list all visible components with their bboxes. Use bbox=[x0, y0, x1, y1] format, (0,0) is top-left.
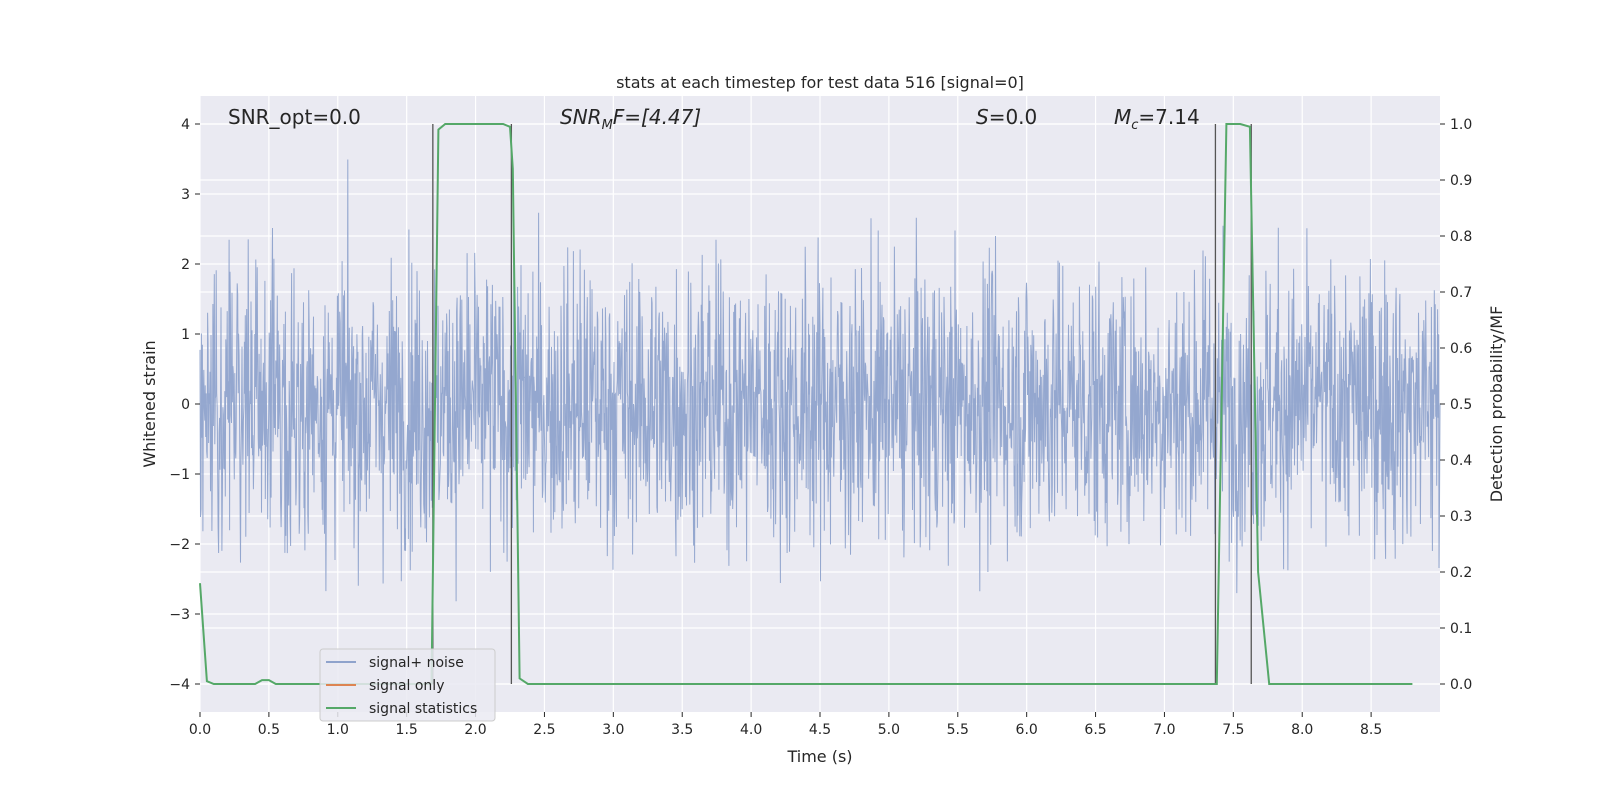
y-tick-label-2: 2 bbox=[181, 257, 190, 273]
x-tick-label-17: 8.5 bbox=[1360, 722, 1382, 738]
annotation-s-rest: =0.0 bbox=[989, 105, 1038, 129]
y-right-tick-label-8: 0.2 bbox=[1450, 565, 1472, 581]
legend-label-signal-statistics: signal statistics bbox=[369, 701, 477, 717]
annotation-snr-mf-main: SNR bbox=[560, 105, 602, 129]
y-right-tick-label-2: 0.8 bbox=[1450, 229, 1472, 245]
y-tick-label-1: 3 bbox=[181, 187, 190, 203]
annotation-mc: Mc=7.14 bbox=[1114, 105, 1200, 133]
y-right-tick-label-6: 0.4 bbox=[1450, 453, 1472, 469]
x-tick-label-5: 2.5 bbox=[533, 722, 555, 738]
y-right-tick-label-9: 0.1 bbox=[1450, 621, 1472, 637]
x-tick-label-10: 5.0 bbox=[878, 722, 900, 738]
y-axis-ticks: 4 3 2 1 0 −1 −2 −3 −4 bbox=[169, 117, 200, 693]
y-tick-label-5: −1 bbox=[169, 467, 190, 483]
x-tick-label-9: 4.5 bbox=[809, 722, 831, 738]
series-signal-noise bbox=[199, 159, 1441, 602]
x-axis-ticks: 0.0 0.5 1.0 1.5 2.0 2.5 3.0 3.5 4.0 4.5 5.0 5.5 6.0 6… bbox=[189, 712, 1382, 738]
x-tick-label-16: 8.0 bbox=[1291, 722, 1313, 738]
x-tick-label-2: 1.0 bbox=[327, 722, 349, 738]
y-right-tick-label-10: 0.0 bbox=[1450, 677, 1472, 693]
y-right-tick-label-0: 1.0 bbox=[1450, 117, 1472, 133]
y-right-tick-label-3: 0.7 bbox=[1450, 285, 1472, 301]
y-right-tick-label-5: 0.5 bbox=[1450, 397, 1472, 413]
x-tick-label-8: 4.0 bbox=[740, 722, 762, 738]
x-tick-label-1: 0.5 bbox=[258, 722, 280, 738]
legend-box bbox=[319, 648, 496, 722]
series-signal-noise-line bbox=[199, 159, 1441, 602]
y-tick-label-3: 1 bbox=[181, 327, 190, 343]
chart-title: stats at each timestep for test data 516… bbox=[616, 73, 1024, 92]
annotation-s: S=0.0 bbox=[976, 105, 1037, 129]
x-tick-label-6: 3.0 bbox=[602, 722, 624, 738]
y-axis-label: Whitened strain bbox=[140, 340, 159, 467]
y-tick-label-6: −2 bbox=[169, 537, 190, 553]
annotation-mc-main: M bbox=[1114, 105, 1131, 129]
y-right-tick-label-7: 0.3 bbox=[1450, 509, 1472, 525]
x-tick-label-11: 5.5 bbox=[947, 722, 969, 738]
y-right-tick-label-4: 0.6 bbox=[1450, 341, 1472, 357]
x-tick-label-3: 1.5 bbox=[396, 722, 418, 738]
legend-label-signal-noise: signal+ noise bbox=[369, 655, 464, 671]
x-tick-label-13: 6.5 bbox=[1084, 722, 1106, 738]
annotation-s-main: S bbox=[976, 105, 989, 129]
legend-label-signal-only: signal only bbox=[369, 678, 444, 694]
annotation-snr-mf-rest: F=[4.47] bbox=[613, 105, 701, 129]
y-tick-label-8: −4 bbox=[169, 677, 190, 693]
x-tick-label-7: 3.5 bbox=[671, 722, 693, 738]
annotation-snr-opt: SNR_opt=0.0 bbox=[228, 105, 361, 129]
x-tick-label-12: 6.0 bbox=[1016, 722, 1038, 738]
x-tick-label-0: 0.0 bbox=[189, 722, 211, 738]
x-axis-label: Time (s) bbox=[786, 747, 852, 766]
annotation-mc-rest: =7.14 bbox=[1138, 105, 1199, 129]
series-signal-statistics-line bbox=[199, 123, 1413, 685]
annotation-mc-sub: c bbox=[1131, 118, 1138, 133]
y-right-tick-label-1: 0.9 bbox=[1450, 173, 1472, 189]
series-signal-statistics bbox=[199, 123, 1413, 685]
x-tick-label-14: 7.0 bbox=[1153, 722, 1175, 738]
y-axis-right-label: Detection probability/MF bbox=[1487, 306, 1506, 503]
y-tick-label-7: −3 bbox=[169, 607, 190, 623]
x-tick-label-4: 2.0 bbox=[464, 722, 486, 738]
annotation-snr-mf-sub: M bbox=[602, 118, 613, 133]
legend: signal+ noise signal only signal statist… bbox=[319, 648, 496, 722]
x-tick-label-15: 7.5 bbox=[1222, 722, 1244, 738]
y-tick-label-4: 0 bbox=[181, 397, 190, 413]
annotation-snr-mf: SNRMF=[4.47] bbox=[560, 105, 701, 133]
y-axis-right-ticks: 1.0 0.9 0.8 0.7 0.6 0.5 0.4 0.3 0.2 0.1 0.0 bbox=[1440, 117, 1472, 693]
y-tick-label-0: 4 bbox=[181, 117, 190, 133]
